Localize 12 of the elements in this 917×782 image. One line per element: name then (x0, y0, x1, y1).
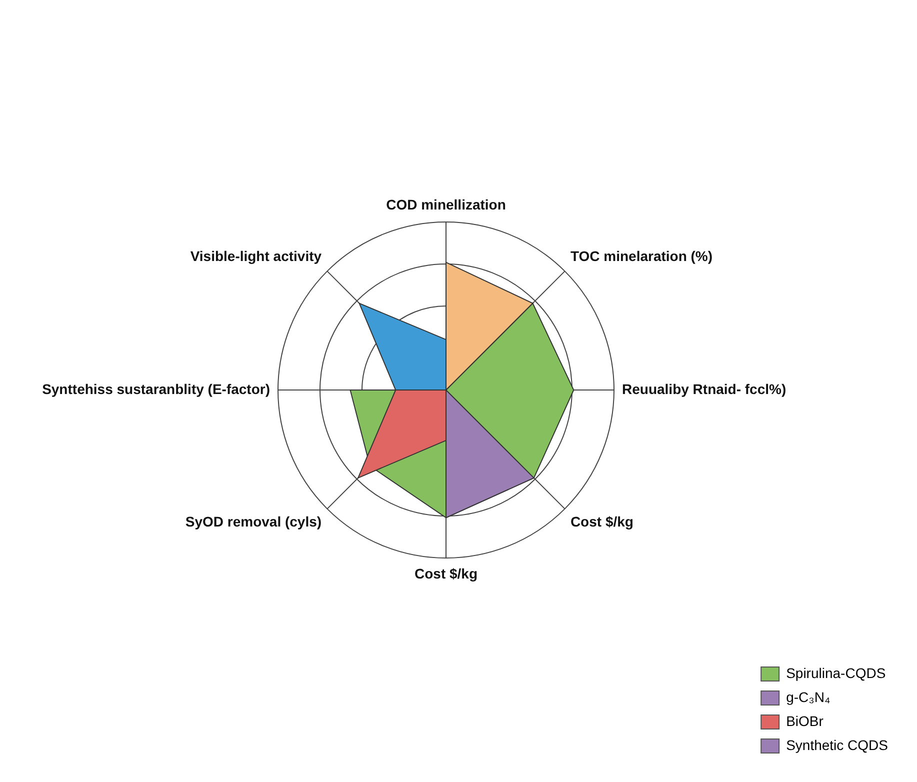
spoke-label: COD minellization (386, 196, 506, 212)
spoke-label: Reuualiby Rtnaid- fccl%) (622, 380, 786, 397)
spoke-label: Visible-light activity (190, 248, 322, 264)
legend-label: g-C₃N₄ (786, 688, 830, 705)
legend-label: Spirulina-CQDS (786, 664, 886, 681)
spoke-label: Cost $/kg (570, 514, 634, 530)
spoke-label: Cost $/kg (414, 565, 478, 582)
spoke-label: SyOD removal (cyls) (185, 514, 322, 530)
legend-label: BiOBr (786, 712, 824, 729)
spoke-label: TOC minelaration (%) (570, 248, 713, 264)
legend-label: Synthetic CQDS (786, 736, 888, 753)
spoke-label: Synttehiss sustaranblity (E-factor) (42, 380, 270, 397)
